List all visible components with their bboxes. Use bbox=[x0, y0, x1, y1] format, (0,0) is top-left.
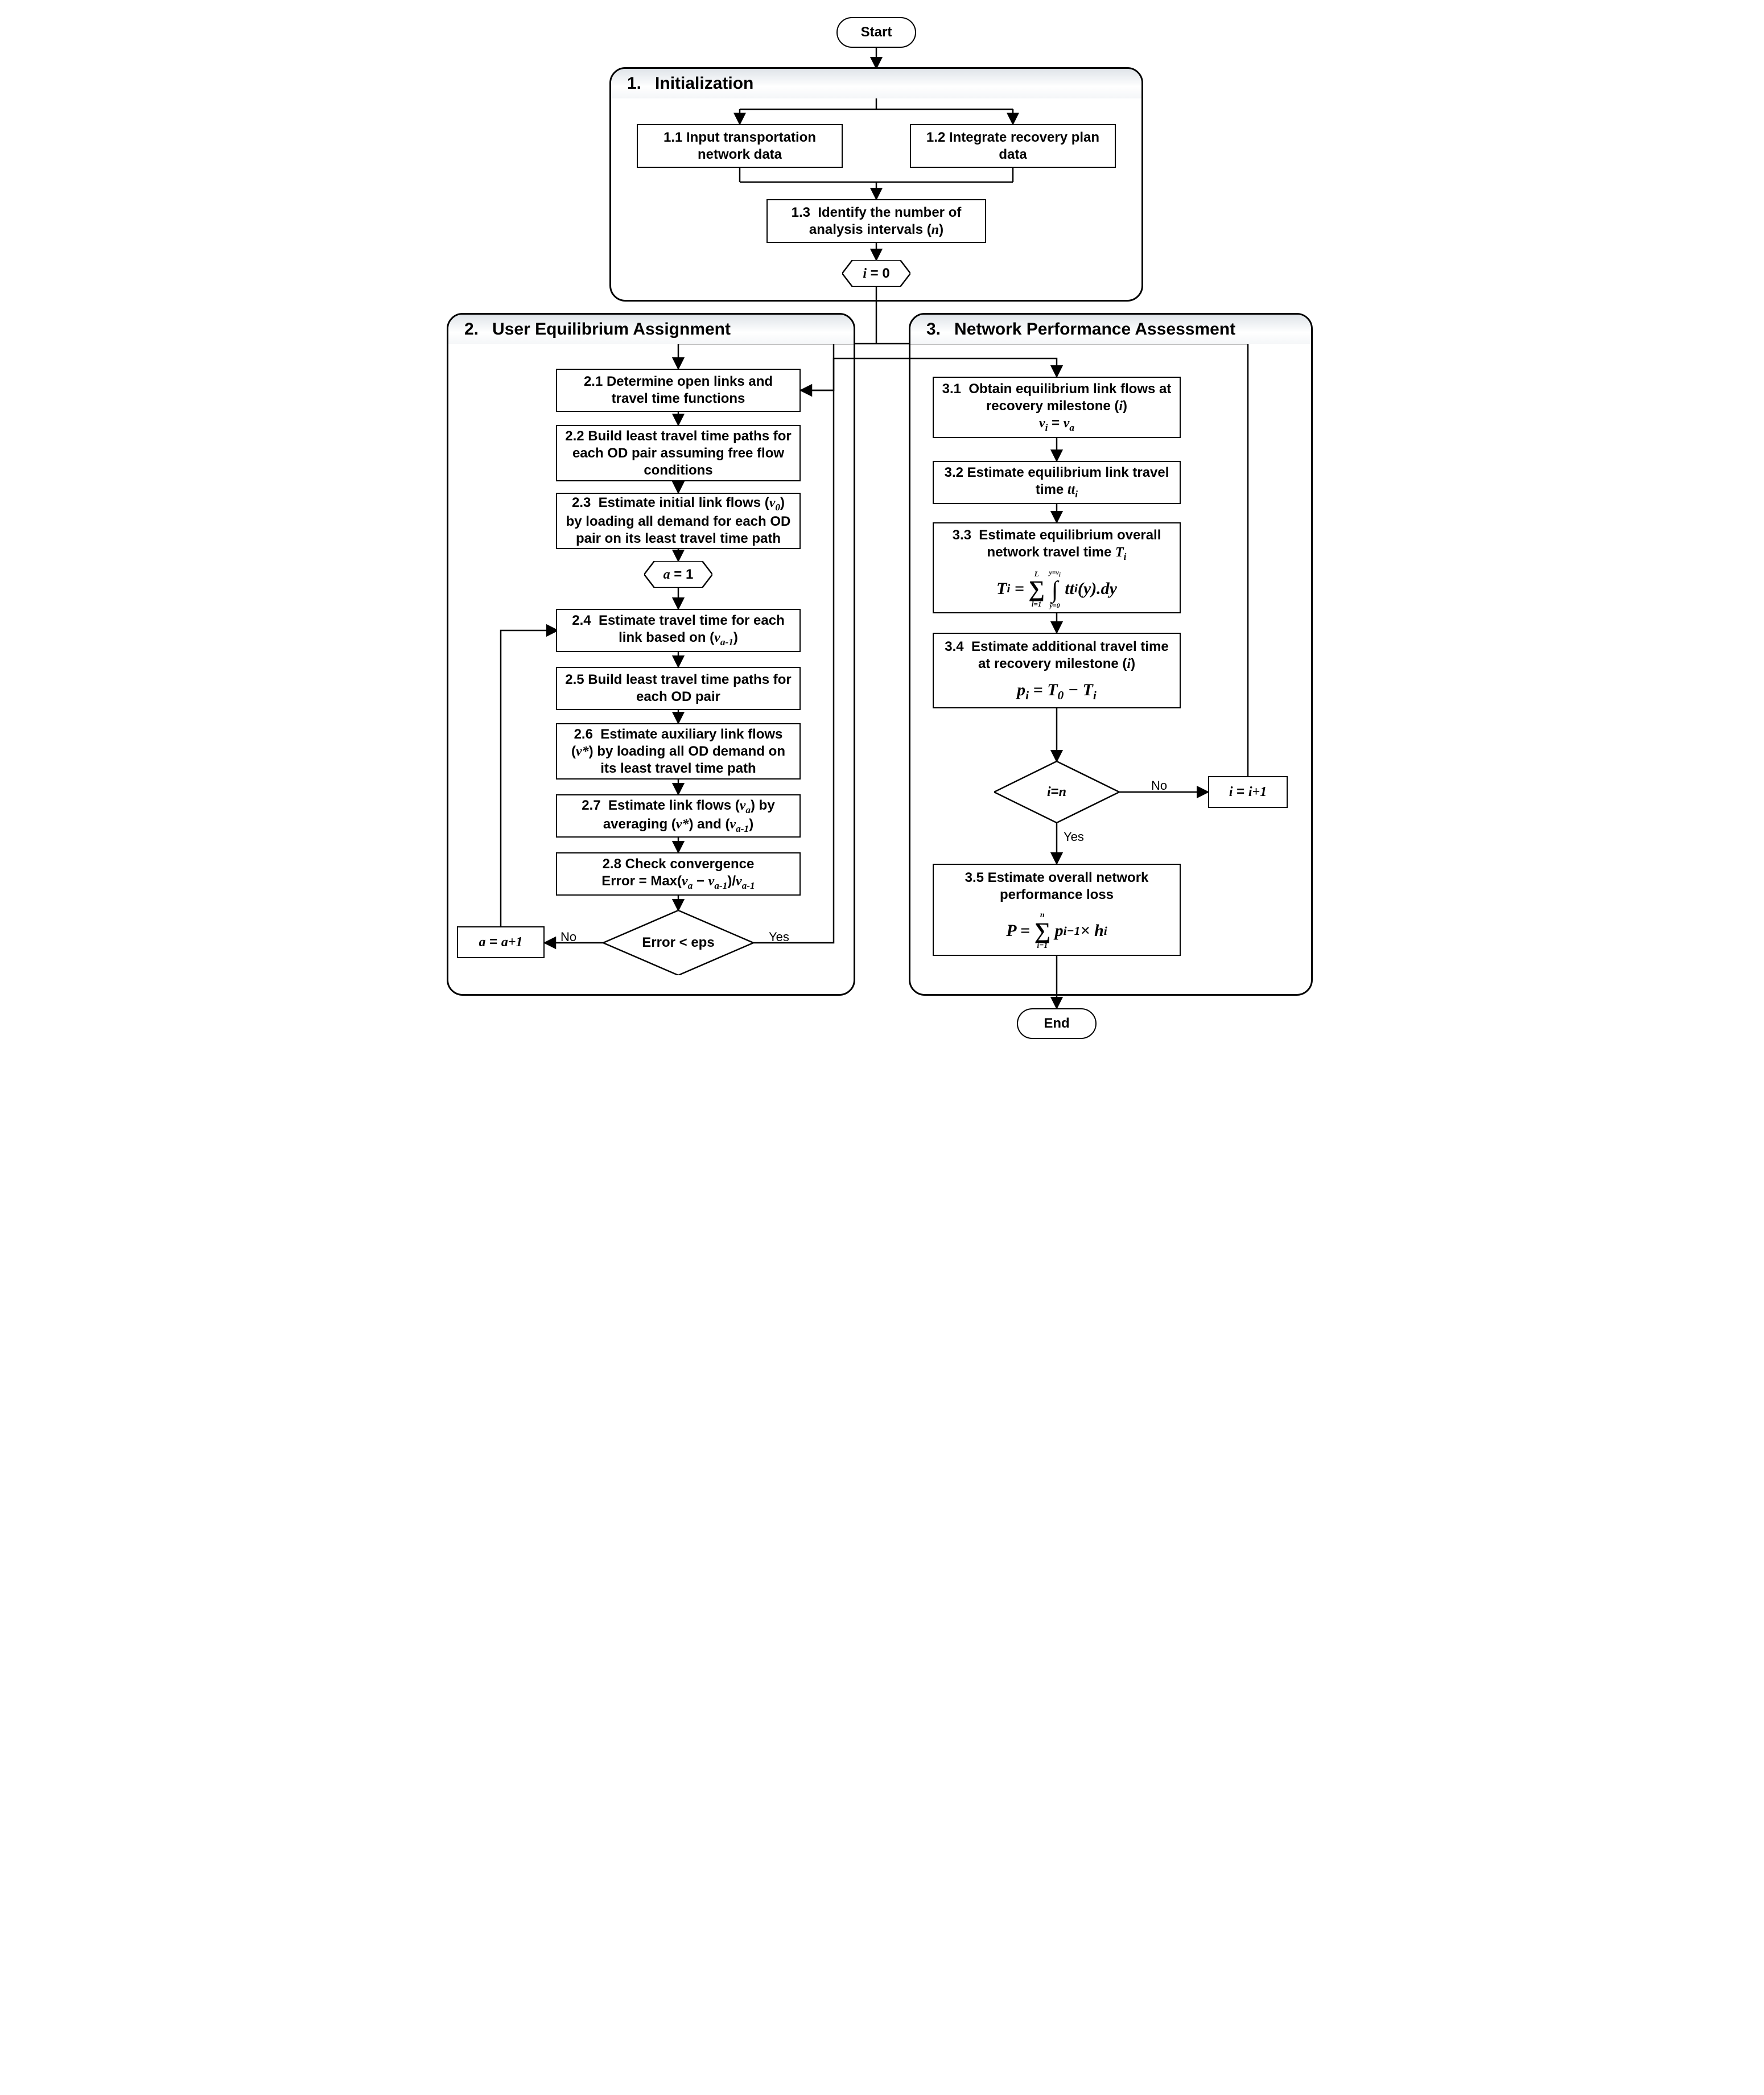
box-1-3-text: 1.3 Identify the number of analysis inte… bbox=[776, 204, 977, 238]
terminator-start: Start bbox=[836, 17, 916, 48]
box-2-5: 2.5 Build least travel time paths for ea… bbox=[556, 667, 801, 710]
hex-a-one: a = 1 bbox=[644, 561, 712, 588]
panel1-num: 1. bbox=[627, 74, 641, 93]
box-2-4-text: 2.4 Estimate travel time for each link b… bbox=[565, 612, 792, 648]
box-2-8-text: 2.8 Check convergenceError = Max(va − va… bbox=[601, 856, 755, 892]
box-2-2: 2.2 Build least travel time paths for ea… bbox=[556, 425, 801, 481]
box-2-2-text: 2.2 Build least travel time paths for ea… bbox=[565, 428, 792, 479]
panel2-num: 2. bbox=[464, 320, 479, 339]
decision-i-n: i = n bbox=[994, 761, 1119, 823]
box-3-4-formula: pi = T0 − Ti bbox=[1017, 679, 1097, 703]
box-2-4: 2.4 Estimate travel time for each link b… bbox=[556, 609, 801, 652]
panel1-title-text: Initialization bbox=[655, 74, 753, 93]
box-1-3: 1.3 Identify the number of analysis inte… bbox=[766, 199, 986, 243]
box-2-1-text: 2.1 Determine open links and travel time… bbox=[565, 373, 792, 407]
box-2-7-text: 2.7 Estimate link flows (va) by averagin… bbox=[565, 797, 792, 835]
hex-i-zero: i = 0 bbox=[842, 260, 910, 287]
terminator-end: End bbox=[1017, 1008, 1097, 1039]
panel3-num: 3. bbox=[926, 320, 941, 339]
box-3-5: 3.5 Estimate overall network performance… bbox=[933, 864, 1181, 956]
box-1-2-text: 1.2 Integrate recovery plan data bbox=[919, 129, 1107, 163]
box-1-1: 1.1 Input transportation network data bbox=[637, 124, 843, 168]
box-i-increment: i = i+1 bbox=[1208, 776, 1288, 808]
start-label: Start bbox=[861, 24, 892, 40]
edge-yes-1: Yes bbox=[769, 930, 789, 945]
box-2-3: 2.3 Estimate initial link flows (v0) by … bbox=[556, 493, 801, 549]
panel2-title: 2. User Equilibrium Assignment bbox=[448, 315, 854, 344]
box-3-4: 3.4 Estimate additional travel time at r… bbox=[933, 633, 1181, 708]
decision-error-eps: Error < eps bbox=[603, 910, 753, 975]
box-2-6-text: 2.6 Estimate auxiliary link flows (v*) b… bbox=[565, 726, 792, 777]
box-3-1: 3.1 Obtain equilibrium link flows at rec… bbox=[933, 377, 1181, 438]
box-2-7: 2.7 Estimate link flows (va) by averagin… bbox=[556, 794, 801, 838]
decision-i-n-text: i = n bbox=[994, 761, 1119, 823]
hex-i-zero-text: i = 0 bbox=[863, 266, 889, 282]
decision-error-eps-text: Error < eps bbox=[603, 910, 753, 975]
box-3-5-formula: P = n ∑ i=1 pi−1 × hi bbox=[1006, 912, 1107, 950]
box-2-1: 2.1 Determine open links and travel time… bbox=[556, 369, 801, 412]
box-3-3: 3.3 Estimate equilibrium overall network… bbox=[933, 522, 1181, 613]
box-a-increment: a = a+1 bbox=[457, 926, 545, 958]
box-1-2: 1.2 Integrate recovery plan data bbox=[910, 124, 1116, 168]
box-3-3-text: 3.3 Estimate equilibrium overall network… bbox=[942, 527, 1172, 563]
box-3-4-text: 3.4 Estimate additional travel time at r… bbox=[942, 638, 1172, 673]
box-3-2-text: 3.2 Estimate equilibrium link travel tim… bbox=[942, 464, 1172, 500]
panel1-title: 1. Initialization bbox=[611, 69, 1141, 98]
box-a-increment-text: a = a+1 bbox=[479, 934, 522, 951]
end-label: End bbox=[1044, 1016, 1069, 1032]
edge-no-1: No bbox=[560, 930, 576, 945]
box-3-2: 3.2 Estimate equilibrium link travel tim… bbox=[933, 461, 1181, 504]
box-3-5-text: 3.5 Estimate overall network performance… bbox=[942, 869, 1172, 904]
box-2-8: 2.8 Check convergenceError = Max(va − va… bbox=[556, 852, 801, 896]
box-3-3-formula: Ti = L ∑ l=1 y=vi ∫ y=0 tti(y).dy bbox=[996, 569, 1117, 609]
box-2-6: 2.6 Estimate auxiliary link flows (v*) b… bbox=[556, 723, 801, 780]
edge-yes-2: Yes bbox=[1064, 830, 1084, 844]
box-2-3-text: 2.3 Estimate initial link flows (v0) by … bbox=[565, 494, 792, 547]
box-1-1-text: 1.1 Input transportation network data bbox=[646, 129, 834, 163]
panel2-title-text: User Equilibrium Assignment bbox=[492, 320, 731, 339]
box-i-increment-text: i = i+1 bbox=[1229, 783, 1267, 801]
box-3-1-text: 3.1 Obtain equilibrium link flows at rec… bbox=[942, 381, 1172, 434]
box-2-5-text: 2.5 Build least travel time paths for ea… bbox=[565, 671, 792, 706]
panel3-title: 3. Network Performance Assessment bbox=[910, 315, 1311, 344]
edge-no-2: No bbox=[1151, 778, 1167, 793]
hex-a-one-text: a = 1 bbox=[663, 567, 694, 583]
panel3-title-text: Network Performance Assessment bbox=[954, 320, 1235, 339]
